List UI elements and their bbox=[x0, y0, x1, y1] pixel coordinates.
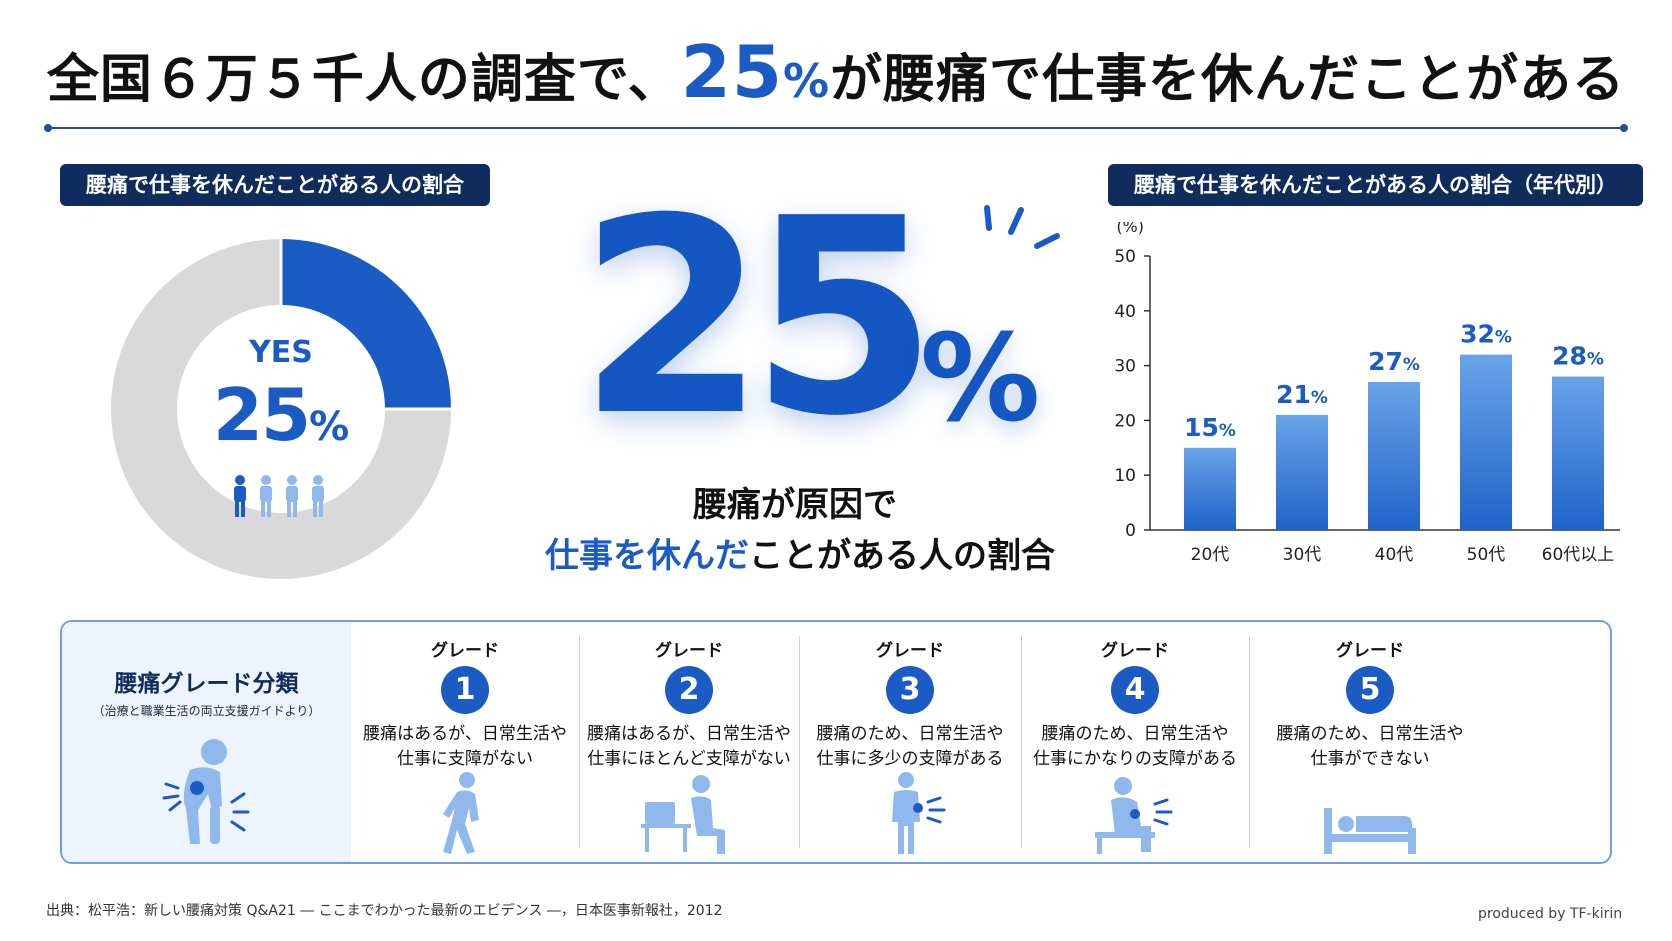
emphasis-burst-icon bbox=[984, 205, 1060, 249]
bar-value-label: 32% bbox=[1460, 320, 1512, 349]
big-stat-number: 25 bbox=[578, 160, 938, 475]
donut-center-value: 25% bbox=[212, 373, 350, 457]
grade-number-badge: 4 bbox=[1111, 666, 1159, 714]
page-title: 全国６万５千人の調査で、25%が腰痛で仕事を休んだことがある bbox=[46, 30, 1626, 114]
standing-pain-icon bbox=[892, 772, 946, 854]
y-tick-label: 30 bbox=[1114, 357, 1136, 377]
grade-classification-panel: 腰痛グレード分類 （治療と職業生活の両立支援ガイドより） グレード 1 腰痛はあ… bbox=[60, 620, 1612, 864]
bar-30代 bbox=[1276, 414, 1328, 530]
grade-panel-title: 腰痛グレード分類 bbox=[114, 671, 299, 697]
grade-number-badge: 5 bbox=[1346, 666, 1394, 714]
grade-3: グレード 3 腰痛のため、日常生活や 仕事に多少の支障がある bbox=[799, 622, 1021, 862]
big-stat-unit: % bbox=[920, 310, 1041, 449]
bar-value-label: 28% bbox=[1552, 342, 1604, 371]
donut-slice-0 bbox=[281, 239, 451, 409]
x-tick-label: 40代 bbox=[1375, 545, 1414, 565]
grade-panel-source: （治療と職業生活の両立支援ガイドより） bbox=[92, 704, 321, 718]
people-ratio-icon bbox=[234, 475, 324, 517]
donut-slice-1 bbox=[111, 239, 451, 579]
person-icon-highlighted bbox=[234, 475, 246, 517]
center-caption-line1: 腰痛が原因で bbox=[693, 485, 897, 525]
walking-person-icon bbox=[443, 772, 479, 854]
desk-worker-icon bbox=[641, 775, 725, 854]
bar-value-label: 21% bbox=[1276, 380, 1328, 409]
sitting-pain-icon bbox=[1095, 777, 1173, 854]
bar-60代以上 bbox=[1552, 376, 1604, 530]
person-icon bbox=[312, 475, 324, 517]
bar-20代 bbox=[1184, 447, 1236, 530]
footer-source: 出典：松平浩：新しい腰痛対策 Q&A21 ― ここまでわかった最新のエビデンス … bbox=[46, 903, 723, 919]
x-tick-label: 30代 bbox=[1283, 545, 1322, 565]
grade-number-badge: 3 bbox=[886, 666, 934, 714]
grade-2: グレード 2 腰痛はあるが、日常生活や 仕事にほとんど支障がない bbox=[579, 622, 799, 862]
y-tick-label: 0 bbox=[1125, 521, 1136, 541]
left-section-heading: 腰痛で仕事を休んだことがある人の割合 bbox=[60, 164, 490, 206]
donut-chart bbox=[111, 237, 453, 579]
y-axis-label: (%) bbox=[1116, 222, 1144, 236]
person-icon bbox=[286, 475, 298, 517]
grade-number-badge: 2 bbox=[665, 666, 713, 714]
bar-50代 bbox=[1460, 354, 1512, 530]
bar-40代 bbox=[1368, 382, 1420, 530]
bedridden-icon bbox=[1324, 808, 1416, 854]
x-tick-label: 60代以上 bbox=[1542, 545, 1615, 565]
age-bar-chart: (%) 0 10 20 30 40 50 15% 20代 21% 30代 27% 40代 32% 50代 28… bbox=[1114, 222, 1620, 565]
y-tick-label: 20 bbox=[1114, 411, 1136, 431]
title-divider bbox=[44, 124, 1628, 132]
bar-value-label: 27% bbox=[1368, 347, 1420, 376]
y-tick-label: 50 bbox=[1114, 247, 1136, 267]
title-highlight-number: 25 bbox=[680, 30, 783, 114]
bar-value-label: 15% bbox=[1184, 413, 1236, 442]
footer-credit: produced by TF-kirin bbox=[1478, 906, 1623, 922]
donut-yes-label: YES bbox=[249, 335, 313, 370]
x-tick-label: 20代 bbox=[1191, 545, 1230, 565]
back-pain-person-icon bbox=[162, 739, 250, 844]
grade-1: グレード 1 腰痛はあるが、日常生活や 仕事に支障がない bbox=[351, 622, 579, 862]
person-icon bbox=[260, 475, 272, 517]
y-tick-label: 40 bbox=[1114, 302, 1136, 322]
grade-number-badge: 1 bbox=[441, 666, 489, 714]
x-tick-label: 50代 bbox=[1467, 545, 1506, 565]
title-highlight-unit: % bbox=[783, 54, 831, 108]
right-section-heading: 腰痛で仕事を休んだことがある人の割合（年代別） bbox=[1108, 164, 1643, 206]
grade-5: グレード 5 腰痛のため、日常生活や 仕事ができない bbox=[1249, 622, 1491, 862]
center-caption-line2: 仕事を休んだことがある人の割合 bbox=[545, 536, 1055, 576]
grade-4: グレード 4 腰痛のため、日常生活や 仕事にかなりの支障がある bbox=[1021, 622, 1249, 862]
y-tick-label: 10 bbox=[1114, 466, 1136, 486]
